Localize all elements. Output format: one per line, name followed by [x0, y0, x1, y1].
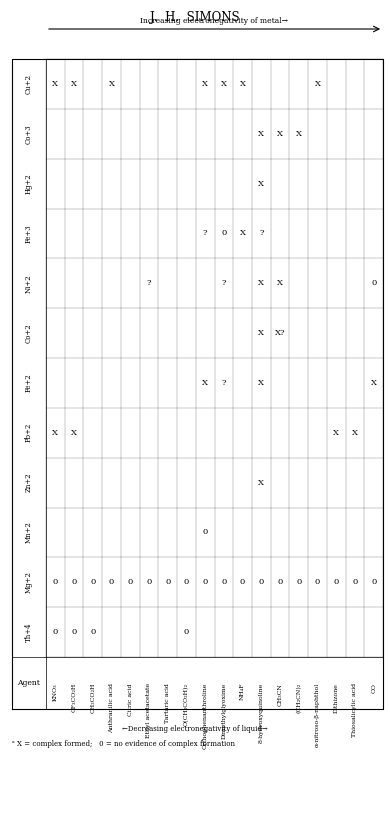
Text: 0: 0: [90, 628, 96, 636]
Text: 0: 0: [184, 628, 189, 636]
Text: X: X: [352, 429, 358, 437]
Text: Tartaric acid: Tartaric acid: [165, 683, 170, 723]
Text: ?: ?: [222, 279, 226, 288]
Text: 8-hydroxyquinoline: 8-hydroxyquinoline: [259, 683, 264, 743]
Text: 0: 0: [165, 578, 170, 587]
Text: O(CH₂CO₂H)₂: O(CH₂CO₂H)₂: [184, 683, 189, 726]
Text: KNO₃: KNO₃: [53, 683, 58, 701]
Text: NH₄F: NH₄F: [240, 683, 245, 700]
Text: X: X: [221, 80, 227, 88]
Text: 0: 0: [315, 578, 320, 587]
Text: X: X: [202, 80, 208, 88]
Text: X: X: [314, 80, 321, 88]
Text: Citric acid: Citric acid: [128, 683, 133, 716]
Text: 0: 0: [277, 578, 283, 587]
Text: 0: 0: [128, 578, 133, 587]
Text: X: X: [258, 379, 264, 387]
Text: X: X: [239, 230, 246, 238]
Text: Fe+3: Fe+3: [25, 224, 33, 243]
Text: ᵃ X = complex formed;   0 = no evidence of complex formation: ᵃ X = complex formed; 0 = no evidence of…: [12, 740, 235, 748]
Text: Increasing electronegativity of metal→: Increasing electronegativity of metal→: [140, 17, 289, 25]
Text: ?: ?: [222, 379, 226, 387]
Text: Thiosalicylic acid: Thiosalicylic acid: [353, 683, 357, 737]
Text: 0: 0: [371, 279, 376, 288]
Text: Zn+2: Zn+2: [25, 473, 33, 493]
Text: α-nitroso-β-naphthol: α-nitroso-β-naphthol: [315, 683, 320, 748]
Text: 0: 0: [109, 578, 114, 587]
Text: 0: 0: [146, 578, 152, 587]
Text: X: X: [52, 429, 58, 437]
Text: 0: 0: [202, 578, 208, 587]
Text: X: X: [277, 279, 283, 288]
Text: Anthranilic acid: Anthranilic acid: [109, 683, 114, 733]
Text: X: X: [258, 180, 264, 188]
Text: 0: 0: [221, 578, 227, 587]
Text: X: X: [333, 429, 339, 437]
Text: Dimethylglyoxime: Dimethylglyoxime: [222, 683, 226, 739]
Text: Co+3: Co+3: [25, 124, 33, 144]
Text: J.  H.  SIMONS: J. H. SIMONS: [150, 11, 240, 24]
Text: 0: 0: [53, 628, 58, 636]
Text: Pb+2: Pb+2: [25, 423, 33, 443]
Text: ←Decreasing electronegativity of liquid→: ←Decreasing electronegativity of liquid→: [122, 725, 268, 733]
Text: 0: 0: [71, 578, 77, 587]
Text: X: X: [277, 130, 283, 138]
Text: 0: 0: [371, 578, 376, 587]
Text: Ethyl acetacetate: Ethyl acetacetate: [147, 683, 151, 738]
Text: 0: 0: [221, 230, 227, 238]
Text: Cu+2: Cu+2: [25, 74, 33, 94]
Text: Co+2: Co+2: [25, 324, 33, 343]
Text: Hg+2: Hg+2: [25, 173, 33, 194]
Text: CH₃CN: CH₃CN: [278, 683, 282, 706]
Text: 0: 0: [296, 578, 301, 587]
Text: 0: 0: [71, 628, 77, 636]
Text: Th+4: Th+4: [25, 623, 33, 642]
Text: X: X: [258, 329, 264, 337]
Text: X: X: [258, 130, 264, 138]
Text: X: X: [239, 80, 246, 88]
Text: X: X: [71, 80, 77, 88]
Text: (CH₂CN)₂: (CH₂CN)₂: [296, 683, 301, 713]
Text: ?: ?: [203, 230, 207, 238]
Text: 0: 0: [90, 578, 96, 587]
Text: X: X: [296, 130, 302, 138]
Text: Agent: Agent: [17, 679, 40, 687]
Text: X: X: [370, 379, 377, 387]
Text: 0: 0: [184, 578, 189, 587]
Text: 0: 0: [333, 578, 339, 587]
Text: Mn+2: Mn+2: [25, 521, 33, 543]
Text: X?: X?: [275, 329, 285, 337]
Text: X: X: [258, 479, 264, 487]
Text: X: X: [202, 379, 208, 387]
Text: CH₃CO₂H: CH₃CO₂H: [90, 683, 95, 713]
Text: CF₃CO₂H: CF₃CO₂H: [72, 683, 76, 712]
Text: 0: 0: [202, 529, 208, 537]
Text: 0: 0: [240, 578, 245, 587]
Text: X: X: [108, 80, 115, 88]
Text: Fe+2: Fe+2: [25, 373, 33, 392]
Text: 0: 0: [259, 578, 264, 587]
Text: X: X: [52, 80, 58, 88]
Text: X: X: [71, 429, 77, 437]
Text: Dithizone: Dithizone: [334, 683, 339, 713]
Text: ?: ?: [259, 230, 264, 238]
Text: 0: 0: [352, 578, 358, 587]
Text: Ni+2: Ni+2: [25, 274, 33, 292]
Text: CO: CO: [371, 683, 376, 693]
Text: X: X: [258, 279, 264, 288]
Text: 0: 0: [53, 578, 58, 587]
Text: Orthophenanthroline: Orthophenanthroline: [203, 683, 207, 749]
Text: Mg+2: Mg+2: [25, 571, 33, 593]
Text: ?: ?: [147, 279, 151, 288]
